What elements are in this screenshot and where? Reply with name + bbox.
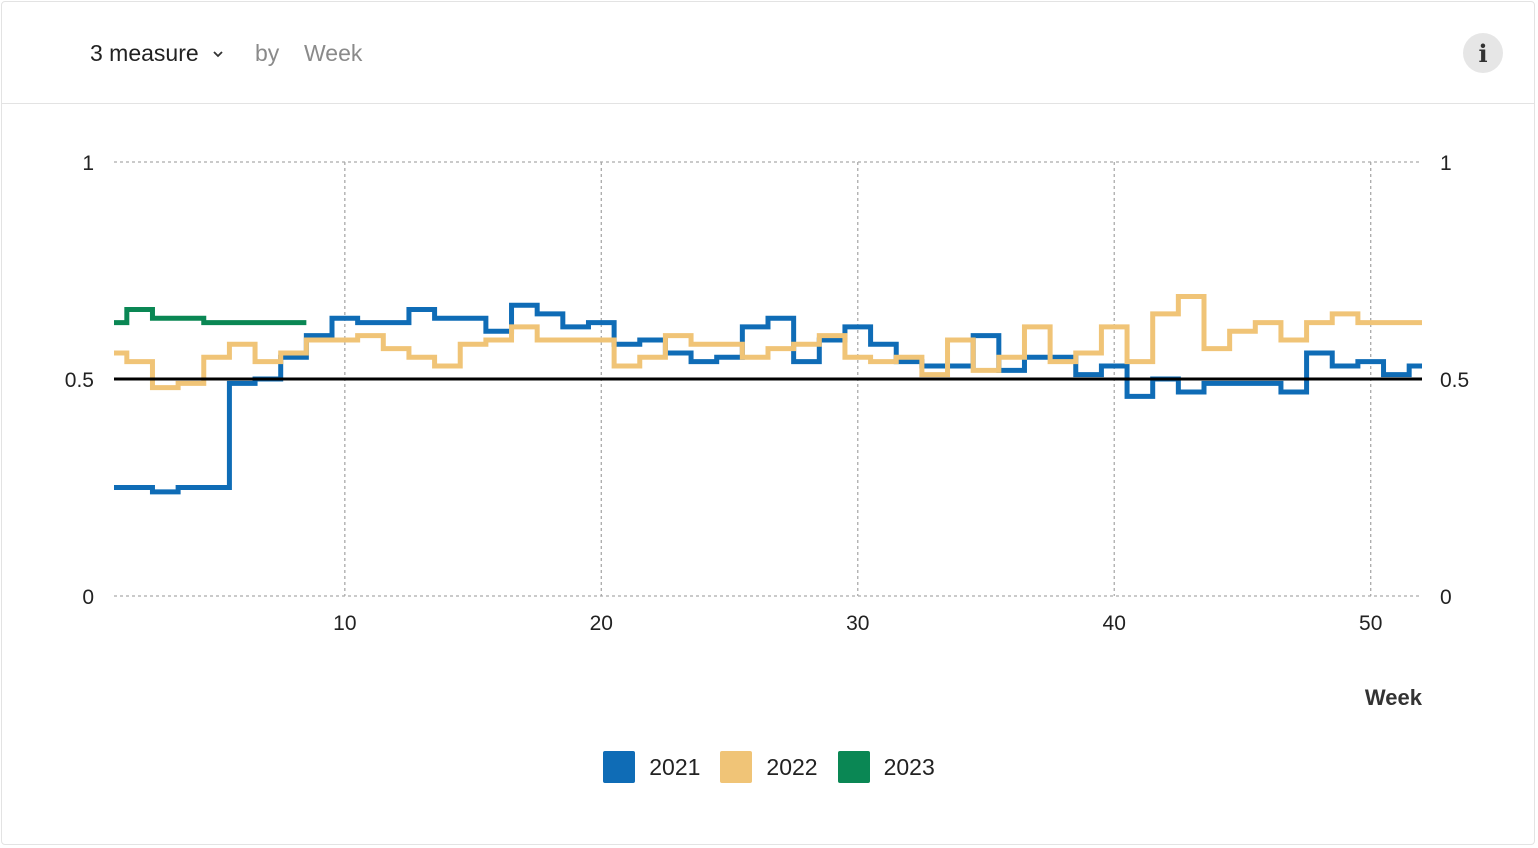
info-icon[interactable]: i (1463, 33, 1503, 73)
y-tick-label-right: 1 (1440, 152, 1452, 175)
series-lines (114, 294, 1422, 495)
x-tick-label: 10 (333, 612, 356, 635)
legend-swatch (603, 751, 636, 783)
legend-swatch (720, 751, 753, 783)
legend-item-2023[interactable]: 2023 (837, 751, 935, 783)
measure-label: 3 measure (90, 40, 199, 66)
series-line-2022 (114, 294, 1422, 391)
legend-item-2021[interactable]: 2021 (603, 751, 700, 783)
series-line-2023 (114, 307, 307, 326)
legend-swatch (837, 751, 870, 783)
y-tick-label-left: 0 (82, 586, 94, 609)
y-tick-label-right: 0.5 (1440, 369, 1469, 392)
measure-selector[interactable]: 3 measure (90, 40, 225, 67)
x-tick-label: 40 (1103, 612, 1126, 635)
dimension-selector[interactable]: Week (304, 40, 363, 66)
legend-item-2022[interactable]: 2022 (720, 751, 818, 783)
x-axis-title: Week (1365, 685, 1423, 710)
y-tick-label-left: 1 (82, 152, 94, 175)
legend-label: 2021 (649, 753, 701, 780)
x-tick-label: 50 (1359, 612, 1382, 635)
legend-label: 2023 (883, 753, 935, 780)
y-tick-label-left: 0.5 (65, 369, 94, 392)
x-tick-label: 20 (590, 612, 613, 635)
legend-label: 2022 (766, 753, 818, 780)
chart-legend: 2021 2022 2023 (0, 751, 1538, 783)
by-label: by (255, 40, 280, 66)
chart-header: 3 measure by Week i (2, 2, 1534, 104)
series-line-2021 (114, 302, 1422, 495)
y-tick-label-right: 0 (1440, 586, 1452, 609)
axis-ticks: 0 0 0.5 0.5 1 1 10 20 30 40 50 (65, 152, 1469, 635)
x-tick-label: 30 (846, 612, 869, 635)
chevron-down-icon (213, 50, 223, 57)
